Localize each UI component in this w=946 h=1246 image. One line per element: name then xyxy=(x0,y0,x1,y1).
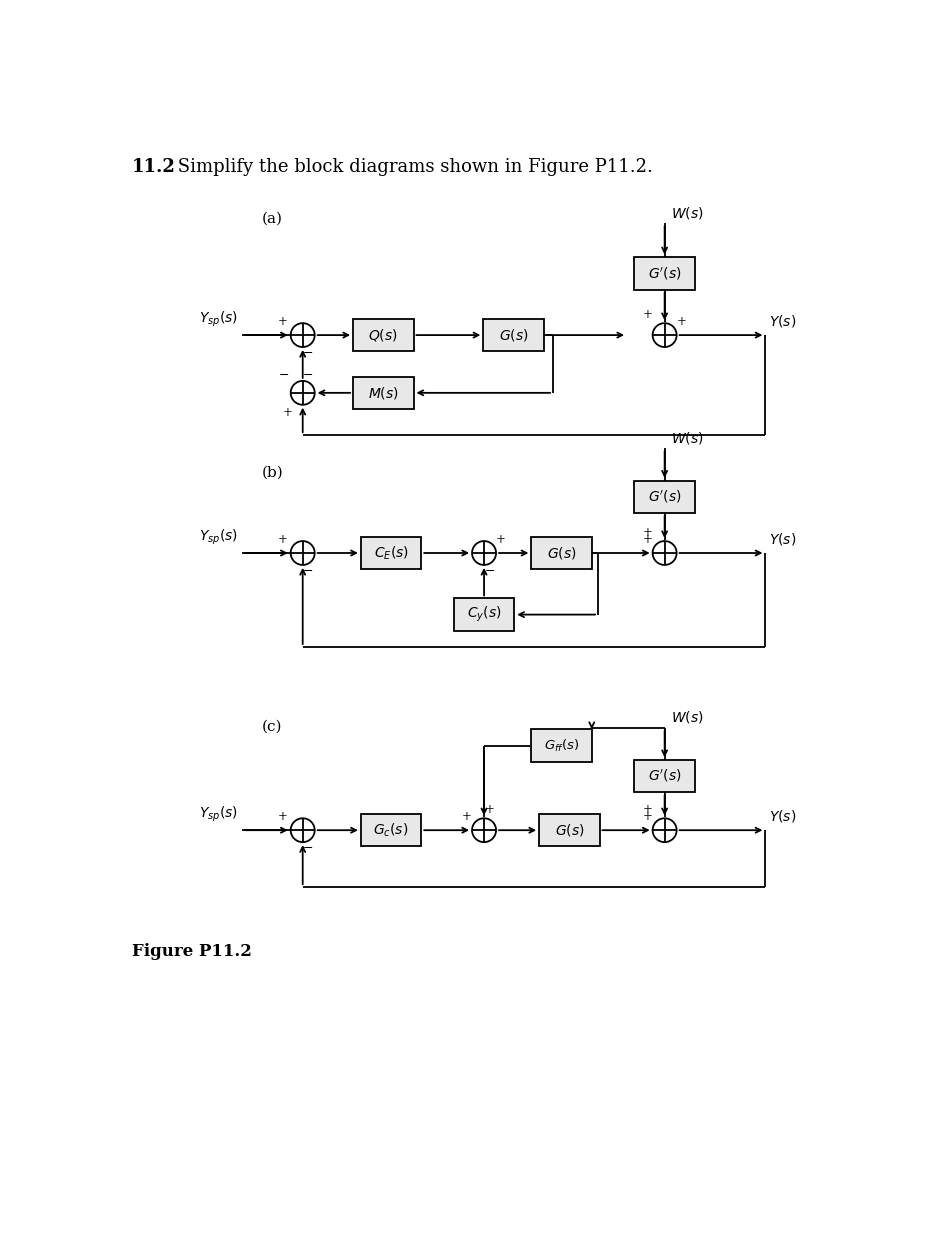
Text: −: − xyxy=(303,369,313,383)
Text: −: − xyxy=(303,842,313,855)
Text: $Y_{sp}(s)$: $Y_{sp}(s)$ xyxy=(200,805,238,824)
FancyBboxPatch shape xyxy=(353,376,413,409)
Text: 11.2: 11.2 xyxy=(132,158,176,176)
Text: $Q(s)$: $Q(s)$ xyxy=(368,328,398,343)
FancyBboxPatch shape xyxy=(532,729,592,761)
Text: $G_c(s)$: $G_c(s)$ xyxy=(374,821,409,839)
Text: $G_{ff}(s)$: $G_{ff}(s)$ xyxy=(544,738,579,754)
Text: $Y(s)$: $Y(s)$ xyxy=(769,313,797,329)
Text: +: + xyxy=(496,532,506,546)
Text: $G'(s)$: $G'(s)$ xyxy=(648,488,681,505)
Text: +: + xyxy=(282,406,292,419)
Text: +: + xyxy=(642,802,653,816)
Text: $W(s)$: $W(s)$ xyxy=(671,430,704,446)
FancyBboxPatch shape xyxy=(483,319,544,351)
Text: $Y_{sp}(s)$: $Y_{sp}(s)$ xyxy=(200,309,238,329)
FancyBboxPatch shape xyxy=(635,760,695,792)
Text: $W(s)$: $W(s)$ xyxy=(671,709,704,725)
Text: +: + xyxy=(642,526,653,538)
Text: −: − xyxy=(303,564,313,578)
Text: $C_E(s)$: $C_E(s)$ xyxy=(374,545,409,562)
Text: +: + xyxy=(642,532,653,546)
Text: +: + xyxy=(277,532,288,546)
Text: $G(s)$: $G(s)$ xyxy=(547,545,576,561)
FancyBboxPatch shape xyxy=(539,814,600,846)
Text: $G(s)$: $G(s)$ xyxy=(499,328,528,343)
Text: (c): (c) xyxy=(262,720,282,734)
FancyBboxPatch shape xyxy=(353,319,413,351)
Text: $M(s)$: $M(s)$ xyxy=(368,385,398,401)
FancyBboxPatch shape xyxy=(360,537,421,569)
FancyBboxPatch shape xyxy=(635,481,695,513)
Text: $G'(s)$: $G'(s)$ xyxy=(648,769,681,785)
Text: −: − xyxy=(279,369,289,383)
Text: $Y_{sp}(s)$: $Y_{sp}(s)$ xyxy=(200,527,238,547)
Text: +: + xyxy=(676,315,687,328)
Text: $Y(s)$: $Y(s)$ xyxy=(769,531,797,547)
Text: $G'(s)$: $G'(s)$ xyxy=(648,265,681,282)
Text: Simplify the block diagrams shown in Figure P11.2.: Simplify the block diagrams shown in Fig… xyxy=(172,158,654,176)
Text: $C_y(s)$: $C_y(s)$ xyxy=(466,606,501,624)
Text: $W(s)$: $W(s)$ xyxy=(671,206,704,221)
FancyBboxPatch shape xyxy=(360,814,421,846)
Text: −: − xyxy=(303,348,313,360)
FancyBboxPatch shape xyxy=(635,258,695,289)
Text: +: + xyxy=(277,315,288,328)
FancyBboxPatch shape xyxy=(532,537,592,569)
Text: (a): (a) xyxy=(262,212,283,226)
Text: +: + xyxy=(277,810,288,822)
Text: −: − xyxy=(484,564,495,578)
Text: +: + xyxy=(484,802,495,816)
Text: +: + xyxy=(642,810,653,822)
Text: $Y(s)$: $Y(s)$ xyxy=(769,809,797,824)
Text: (b): (b) xyxy=(262,466,284,480)
FancyBboxPatch shape xyxy=(454,598,515,630)
Text: +: + xyxy=(642,308,653,320)
Text: Figure P11.2: Figure P11.2 xyxy=(132,943,252,961)
Text: $G(s)$: $G(s)$ xyxy=(554,822,584,839)
Text: +: + xyxy=(462,810,472,822)
